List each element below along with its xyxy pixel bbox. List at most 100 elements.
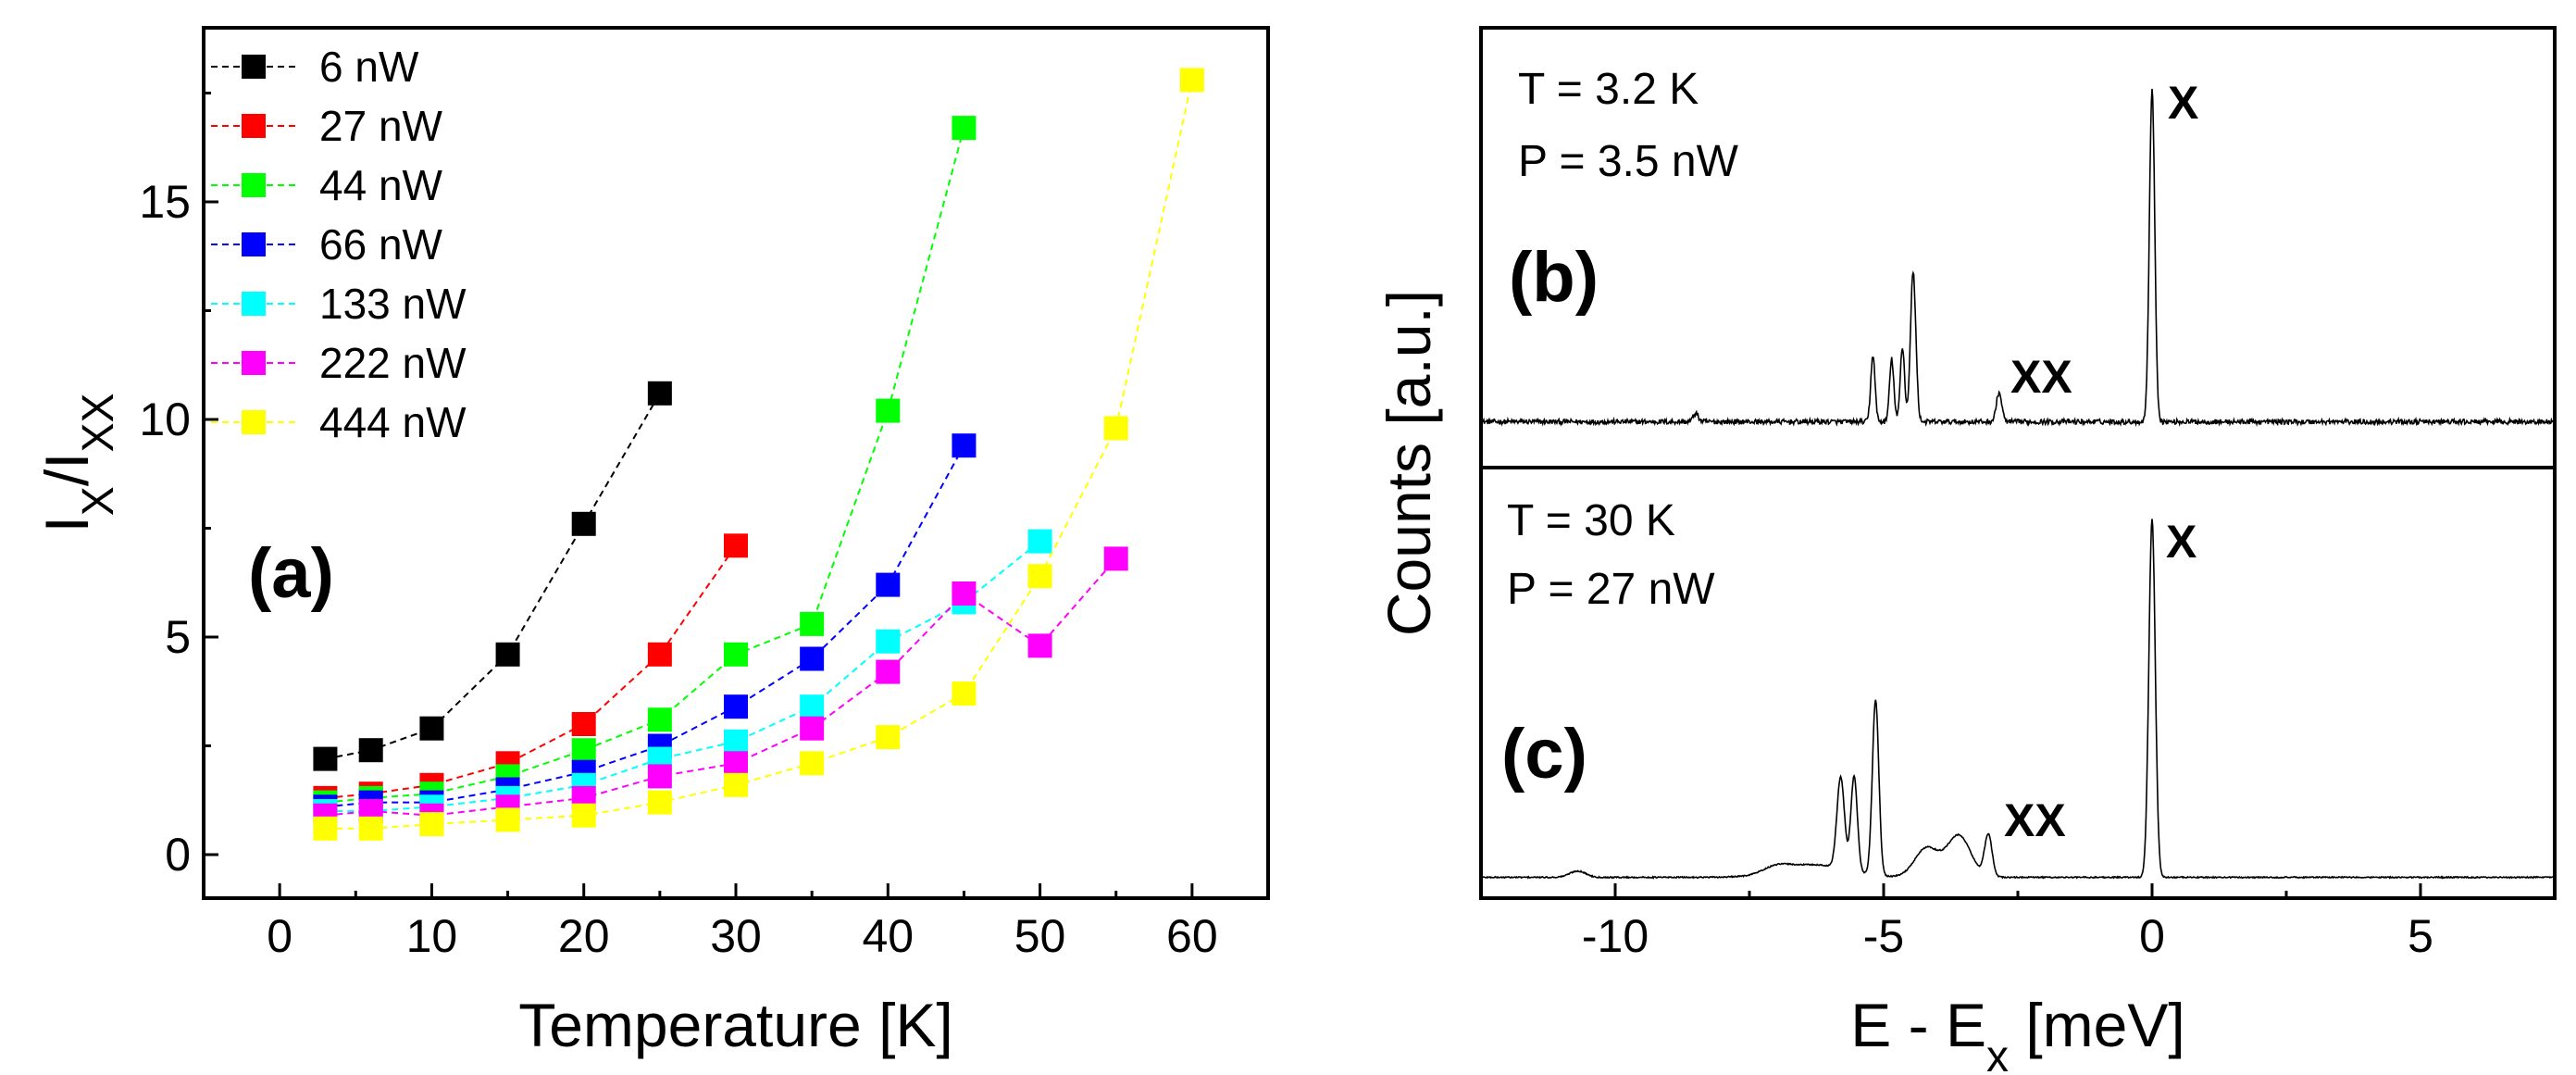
- annotation-c-temperature: T = 30 K: [1507, 496, 1675, 545]
- peak-label-b-x: X: [2168, 77, 2198, 129]
- data-point: [419, 812, 444, 837]
- series-6-nW: [313, 381, 672, 771]
- series-444-nW: [313, 68, 1204, 841]
- data-point: [647, 381, 672, 406]
- x-tick-label-a: 20: [558, 910, 610, 962]
- data-point: [313, 816, 338, 841]
- series-line: [325, 540, 1041, 812]
- x-tick-label-a: 60: [1166, 910, 1218, 962]
- data-point: [1103, 416, 1128, 441]
- data-point: [647, 707, 672, 732]
- annotation-b-temperature: T = 3.2 K: [1518, 65, 1699, 114]
- x-tick-label-a: 50: [1014, 910, 1066, 962]
- data-point: [876, 725, 901, 750]
- x-axis-label-c: E - Ex [meV]: [1850, 991, 2184, 1075]
- series-layer: [313, 68, 1204, 841]
- legend-item: 27 nW: [211, 102, 443, 150]
- legend-marker: [242, 292, 266, 316]
- series-27-nW: [313, 533, 748, 810]
- data-point: [724, 772, 748, 797]
- panel-bc: -10 -5 0 5 T = 3.2 K P = 3.5 nW (b) X XX T …: [1375, 26, 2557, 1075]
- y-axis-label-a: IX/IXX: [32, 393, 123, 532]
- panel-label-a: (a): [248, 534, 334, 613]
- annotation-b-power: P = 3.5 nW: [1518, 137, 1739, 186]
- panel-label-b: (b): [1509, 238, 1599, 317]
- legend-label: 222 nW: [319, 339, 467, 387]
- y-label-sub1: X: [74, 486, 123, 516]
- data-point: [800, 611, 825, 636]
- data-point: [724, 642, 748, 667]
- peak-label-c-x: X: [2166, 516, 2196, 568]
- data-point: [1103, 546, 1128, 571]
- data-point: [800, 751, 825, 776]
- x-tick-label-a: 10: [406, 910, 458, 962]
- data-point: [358, 738, 383, 763]
- legend-marker: [242, 351, 266, 375]
- legend-item: 222 nW: [211, 339, 467, 387]
- data-point: [495, 807, 520, 832]
- legend-item: 44 nW: [211, 161, 443, 209]
- data-point: [952, 681, 977, 706]
- series-line: [325, 444, 965, 808]
- legend-marker: [242, 410, 266, 434]
- data-point: [571, 738, 596, 763]
- legend-marker: [242, 232, 266, 256]
- x-tick-label-a: 0: [267, 910, 292, 962]
- ticks-c: -10 -5 0 5: [1479, 883, 2557, 962]
- data-point: [724, 751, 748, 776]
- data-point: [1027, 633, 1052, 658]
- peak-label-b-xx: XX: [2010, 351, 2072, 403]
- y-tick-label-a: 15: [139, 176, 191, 228]
- panel-label-c: (c): [1501, 715, 1587, 794]
- data-point: [952, 116, 977, 141]
- x-tick-label-a: 30: [710, 910, 762, 962]
- data-point: [358, 816, 383, 841]
- y-tick-label-a: 5: [165, 611, 191, 663]
- data-point: [876, 398, 901, 423]
- data-point: [876, 659, 901, 684]
- data-point: [571, 511, 596, 536]
- x-tick-label-c: -5: [1863, 910, 1904, 962]
- legend-item: 444 nW: [211, 398, 467, 446]
- annotation-c-power: P = 27 nW: [1507, 565, 1715, 614]
- legend-label: 6 nW: [319, 43, 419, 91]
- data-point: [800, 646, 825, 671]
- data-point: [724, 533, 748, 558]
- data-point: [800, 716, 825, 741]
- data-point: [876, 629, 901, 654]
- spectrum-line-b: [1480, 88, 2556, 428]
- data-point: [313, 746, 338, 771]
- legend-marker: [242, 114, 266, 138]
- legend-label: 44 nW: [319, 161, 443, 209]
- data-point: [647, 790, 672, 815]
- spectrum-line-c: [1480, 519, 2556, 880]
- legend-label: 444 nW: [319, 398, 467, 446]
- data-point: [495, 642, 520, 667]
- legend-marker: [242, 55, 266, 79]
- data-point: [724, 729, 748, 754]
- x-label-tail: [meV]: [2009, 991, 2185, 1059]
- data-point: [952, 581, 977, 606]
- data-point: [1027, 529, 1052, 554]
- series-line: [325, 393, 661, 760]
- x-label-main: E - E: [1850, 991, 1986, 1059]
- y-axis-label-counts: Counts [a.u.]: [1375, 290, 1443, 636]
- legend-marker: [242, 173, 266, 197]
- y-label-sub2: XX: [74, 393, 123, 452]
- legend-label: 133 nW: [319, 280, 467, 328]
- y-label-slash: /I: [32, 452, 101, 486]
- legend-item: 133 nW: [211, 280, 467, 328]
- legend: 6 nW 27 nW 44 nW 66 nW 133 nW 222 nW 444 nW: [211, 43, 467, 446]
- series-line: [325, 127, 965, 804]
- y-tick-label-a: 10: [139, 394, 191, 445]
- y-label-main: I: [32, 516, 101, 532]
- data-point: [876, 572, 901, 597]
- peak-label-c-xx: XX: [2004, 794, 2066, 846]
- series-line: [325, 557, 1117, 817]
- data-point: [800, 694, 825, 719]
- ticks-a: 0 10 20 30 40 50 60 0 5 10 15: [139, 92, 1270, 962]
- legend-item: 66 nW: [211, 220, 443, 269]
- series-line: [325, 544, 737, 799]
- series-line: [325, 80, 1193, 830]
